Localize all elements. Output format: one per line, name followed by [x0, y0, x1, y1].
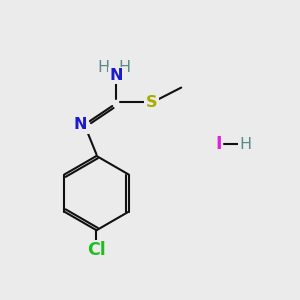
Text: N: N [109, 68, 123, 83]
Text: H: H [239, 136, 251, 152]
Text: Cl: Cl [87, 242, 106, 260]
Text: H: H [119, 60, 131, 75]
Text: I: I [215, 135, 222, 153]
Text: H: H [97, 60, 110, 75]
Text: S: S [146, 95, 157, 110]
Text: N: N [74, 117, 88, 132]
